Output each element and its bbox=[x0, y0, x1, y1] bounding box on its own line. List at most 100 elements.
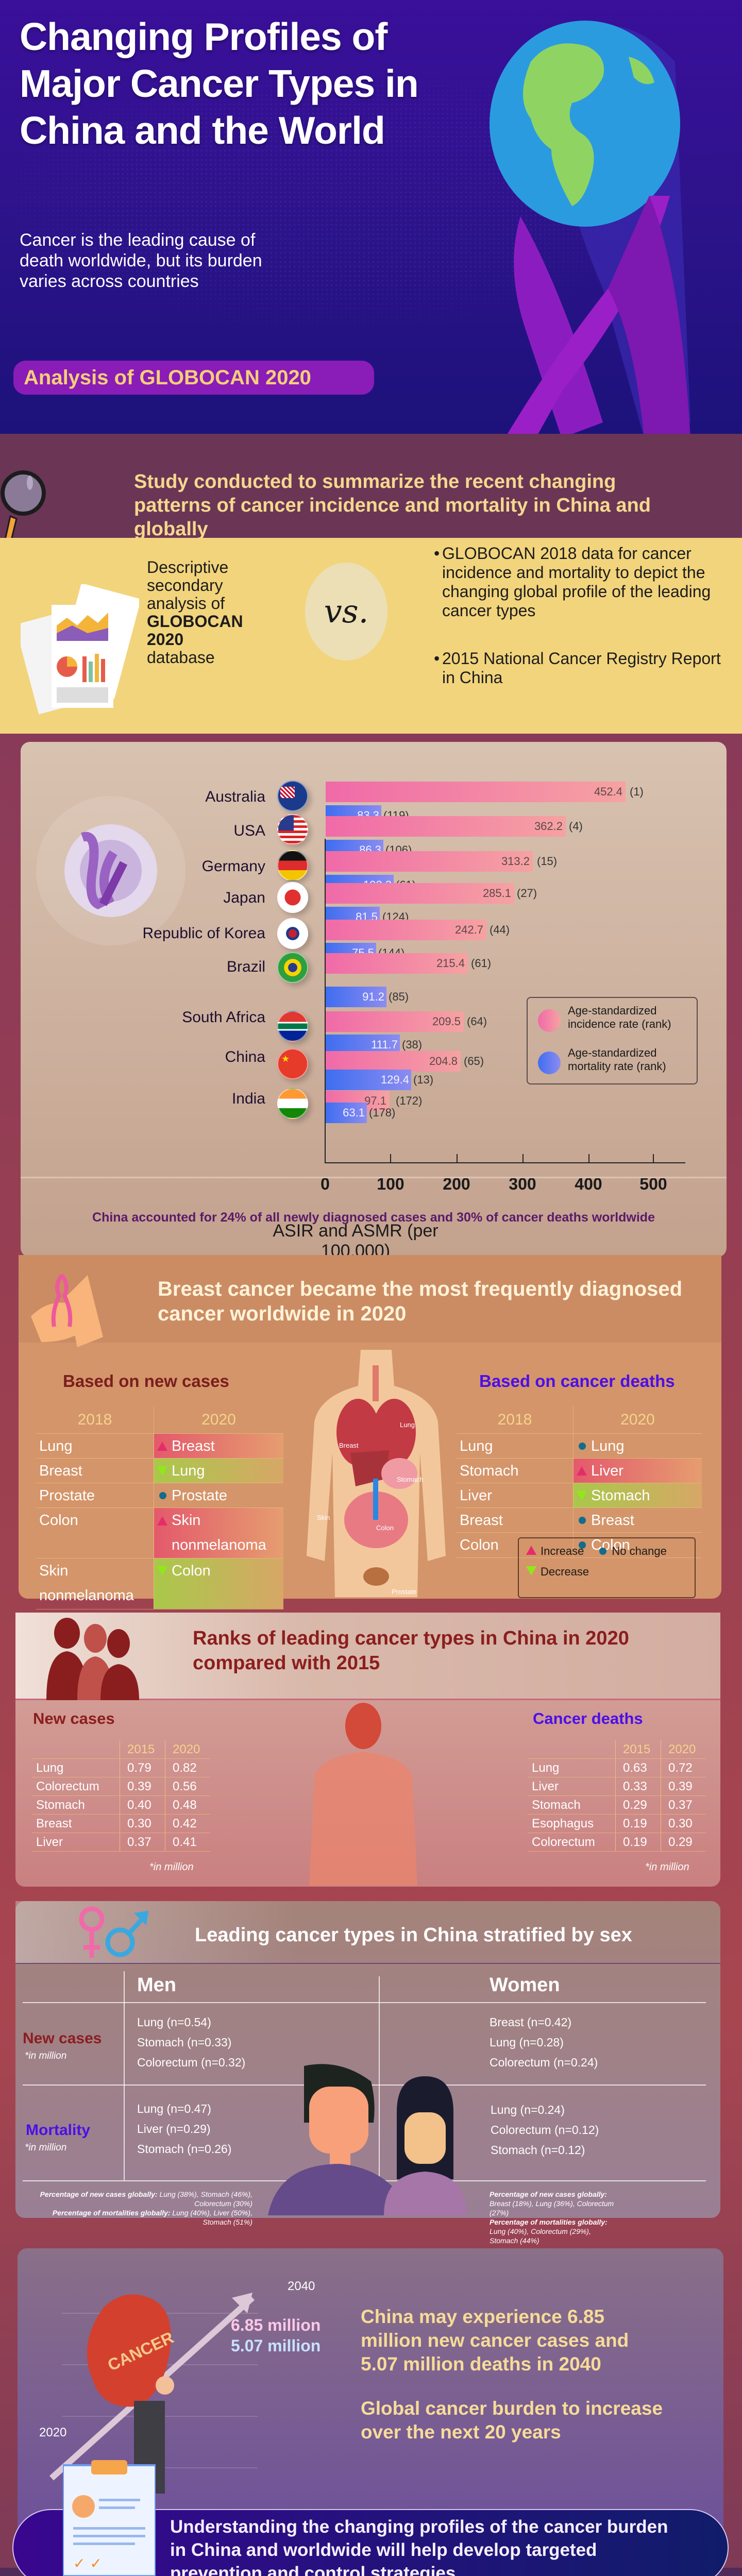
pct-label: Percentage of new cases globally: bbox=[490, 2190, 607, 2198]
legend-row: Increase No change bbox=[526, 1545, 687, 1558]
men-new-cases-list: Lung (n=0.54) Stomach (n=0.33) Colorectu… bbox=[137, 2012, 245, 2073]
australia-flag-icon bbox=[277, 781, 308, 811]
incidence-rank: (27) bbox=[517, 887, 537, 900]
analysis-label: Descriptive secondary analysis of bbox=[147, 558, 229, 613]
col-2020: 2020 bbox=[165, 1740, 210, 1758]
men-mortality-list: Lung (n=0.47) Liver (n=0.29) Stomach (n=… bbox=[137, 2099, 231, 2159]
people-silhouettes-icon bbox=[46, 1618, 139, 1700]
col-2020: 2020 bbox=[154, 1406, 283, 1433]
unit-note: *in million bbox=[25, 2050, 67, 2061]
cancer-name: Stomach bbox=[532, 1798, 581, 1812]
vs-circle: vs. bbox=[305, 563, 387, 660]
chart-y-axis bbox=[325, 839, 326, 1163]
value-2015: 0.19 bbox=[615, 1833, 661, 1851]
india-flag-icon bbox=[277, 1088, 308, 1119]
no-change-icon bbox=[159, 1492, 166, 1499]
cell-2018: Breast bbox=[460, 1512, 503, 1529]
value-2015: 0.40 bbox=[120, 1796, 165, 1814]
cell-2020: Liver bbox=[573, 1459, 702, 1483]
china-share-note: China accounted for 24% of all newly dia… bbox=[21, 1177, 727, 1249]
report-documents-icon bbox=[21, 584, 139, 715]
conclusion-text: Understanding the changing profiles of t… bbox=[170, 2517, 668, 2576]
cancer-name: Colon bbox=[172, 1563, 211, 1579]
cancer-name: Breast bbox=[172, 1438, 215, 1454]
table-row: Lung 0.79 0.82 bbox=[32, 1758, 210, 1777]
value-2020: 0.30 bbox=[661, 1815, 706, 1833]
increase-icon bbox=[157, 1442, 167, 1451]
country-label: China bbox=[225, 1048, 265, 1065]
study-description: Study conducted to summarize the recent … bbox=[134, 471, 651, 540]
organ-label-stomach: Stomach bbox=[397, 1476, 423, 1483]
organ-label-breast: Breast bbox=[339, 1442, 359, 1449]
human-body-icon bbox=[309, 1703, 417, 1886]
ribbon-globe-icon bbox=[490, 21, 690, 438]
value-2015: 0.30 bbox=[120, 1815, 165, 1833]
organ-label-lung: Lung bbox=[400, 1421, 415, 1429]
decrease-icon bbox=[157, 1466, 167, 1476]
country-label: South Africa bbox=[182, 1009, 265, 1026]
value-2015: 0.29 bbox=[615, 1796, 661, 1814]
table-header: 2015 2020 bbox=[32, 1740, 210, 1758]
list-item: Stomach (n=0.26) bbox=[137, 2142, 232, 2156]
new-cases-table: 2015 2020 Lung 0.79 0.82 Colorectum 0.39 0.56… bbox=[32, 1740, 210, 1852]
cancer-name: Stomach bbox=[36, 1798, 85, 1812]
country-label: Germany bbox=[201, 858, 265, 875]
value-2020: 0.29 bbox=[661, 1833, 706, 1851]
pct-label: Percentage of new cases globally: bbox=[40, 2190, 158, 2198]
cell-2018: Skin nonmelanoma bbox=[39, 1563, 134, 1604]
cell-2020: Colon bbox=[573, 1533, 702, 1557]
database-label: database bbox=[147, 648, 215, 667]
cell-2018: Stomach bbox=[460, 1463, 519, 1479]
gender-symbols-icon bbox=[79, 1906, 148, 1958]
ribbon-globe-badge bbox=[36, 796, 185, 945]
x-tick bbox=[457, 1154, 458, 1163]
incidence-bar: 209.5 bbox=[326, 1011, 464, 1032]
table-row: Breast Breast bbox=[457, 1507, 702, 1532]
clipboard-report-icon: ✓ ✓ bbox=[63, 2460, 156, 2576]
list-item: Colorectum (n=0.32) bbox=[137, 2056, 246, 2069]
china-flag-icon: ★ bbox=[277, 1048, 308, 1079]
cell-2018: Liver bbox=[460, 1487, 492, 1504]
japan-flag-icon bbox=[277, 882, 308, 913]
men-global-percentages: Percentage of new cases globally: Lung (… bbox=[31, 2190, 252, 2227]
pct-label: Percentage of mortalities globally: bbox=[490, 2218, 608, 2226]
col-2015: 2015 bbox=[120, 1740, 165, 1758]
decrease-icon bbox=[577, 1491, 587, 1500]
chart-legend: Age-standardized incidence rate (rank) A… bbox=[527, 997, 698, 1084]
cell-2020: Skin nonmelanoma bbox=[154, 1508, 283, 1558]
grid-line bbox=[124, 1971, 125, 2180]
breast-card-header bbox=[19, 1255, 721, 1343]
breast-card-title: Breast cancer became the most frequently… bbox=[158, 1278, 683, 1325]
legend-decrease: Decrease bbox=[526, 1565, 687, 1579]
cancer-name: Esophagus bbox=[532, 1817, 594, 1831]
man-avatar-icon bbox=[268, 2064, 412, 2215]
organ-label-prostate: Prostate bbox=[392, 1588, 416, 1596]
legend-label: Decrease bbox=[541, 1565, 589, 1578]
value-2020: 0.82 bbox=[165, 1759, 210, 1777]
deaths-table: 2015 2020 Lung 0.63 0.72 Liver 0.33 0.39 Stom… bbox=[528, 1740, 706, 1852]
table-row: Stomach 0.29 0.37 bbox=[528, 1795, 706, 1814]
table-row: Esophagus 0.19 0.30 bbox=[528, 1814, 706, 1833]
incidence-bar: 452.4 bbox=[326, 782, 626, 802]
secondary-analysis-text: Descriptive secondary analysis of GLOBOC… bbox=[147, 558, 281, 667]
mortality-row-label: Mortality bbox=[26, 2122, 91, 2139]
table-row: Colon Skin nonmelanoma bbox=[36, 1507, 283, 1558]
list-item: Lung (n=0.28) bbox=[490, 2036, 564, 2049]
cancer-name: Liver bbox=[36, 1835, 63, 1849]
table-row: Lung Breast bbox=[36, 1433, 283, 1458]
x-tick bbox=[522, 1154, 524, 1163]
cancer-name: Liver bbox=[591, 1463, 623, 1479]
no-change-icon bbox=[599, 1547, 607, 1555]
cell-2018: Colon bbox=[460, 1537, 499, 1553]
cell-2018: Prostate bbox=[39, 1487, 95, 1504]
hero-section: Changing Profiles of Major Cancer Types … bbox=[0, 0, 742, 438]
cell-2018: Lung bbox=[39, 1438, 73, 1454]
study-section: Study conducted to summarize the recent … bbox=[0, 434, 742, 567]
increase-icon bbox=[526, 1546, 536, 1555]
cell-2018: Colon bbox=[39, 1512, 78, 1529]
new-cases-heading: New cases bbox=[33, 1709, 115, 1727]
country-label: Australia bbox=[205, 788, 265, 805]
incidence-bar: 215.4 bbox=[326, 953, 468, 974]
comparison-section: Descriptive secondary analysis of GLOBOC… bbox=[0, 538, 742, 734]
decrease-icon bbox=[526, 1566, 536, 1575]
